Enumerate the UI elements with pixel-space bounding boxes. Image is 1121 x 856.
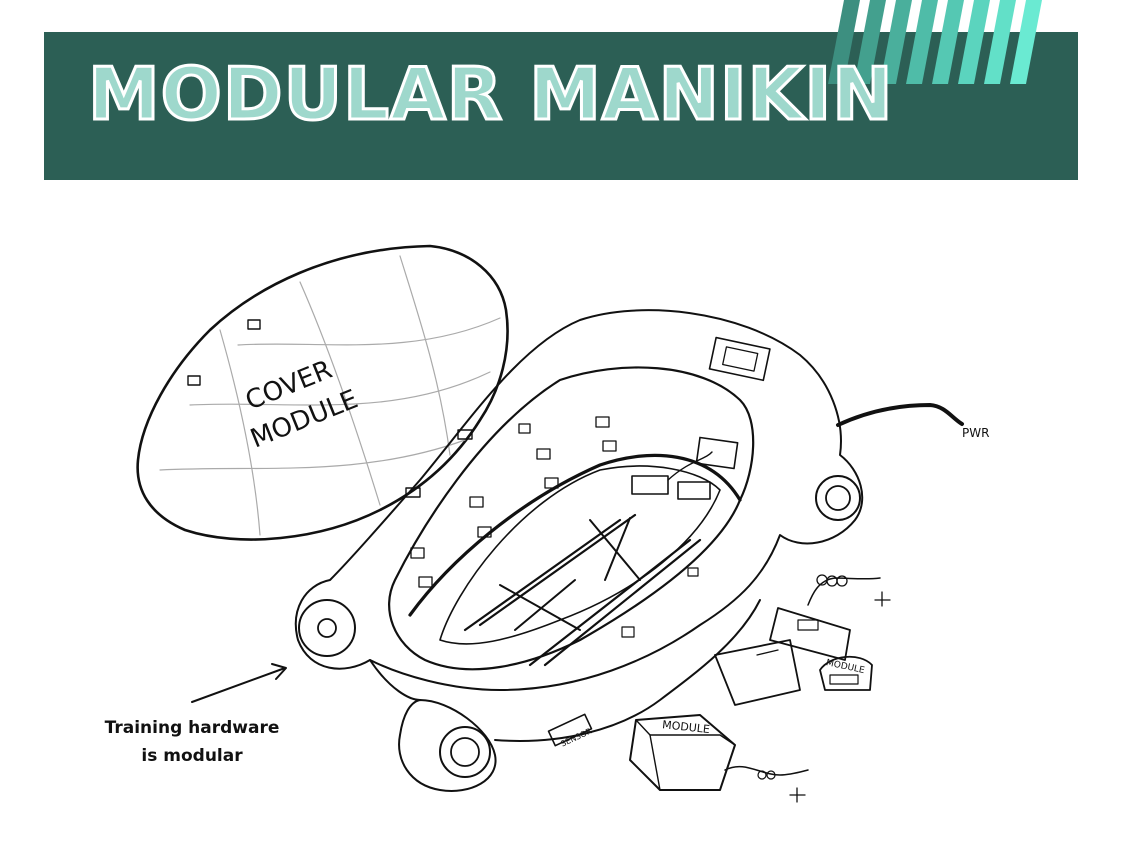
module-box-label-1: MODULE bbox=[825, 658, 866, 676]
stripe bbox=[854, 0, 886, 84]
page-title: MODULAR MANIKIN bbox=[86, 52, 894, 136]
cover-module bbox=[136, 244, 509, 541]
stripe bbox=[1010, 0, 1042, 84]
title-banner bbox=[44, 32, 1078, 180]
manikin-body bbox=[294, 309, 864, 792]
pwr-label: PWR bbox=[962, 426, 989, 440]
decorative-stripes bbox=[828, 0, 1042, 84]
module-box-label-2: MODULE bbox=[662, 718, 711, 736]
power-cable bbox=[836, 403, 964, 427]
stripe bbox=[880, 0, 912, 84]
caption-line-1: Training hardware bbox=[104, 718, 280, 738]
stripe bbox=[906, 0, 938, 84]
stripe bbox=[958, 0, 990, 84]
sensor-label: SENSOR bbox=[559, 726, 593, 748]
caption: Training hardware is modular bbox=[92, 714, 292, 770]
detached-modules bbox=[629, 574, 891, 803]
stripe bbox=[828, 0, 860, 84]
stripe bbox=[932, 0, 964, 84]
caption-line-2: is modular bbox=[141, 746, 243, 766]
stripe bbox=[984, 0, 1016, 84]
caption-arrow bbox=[191, 663, 287, 703]
